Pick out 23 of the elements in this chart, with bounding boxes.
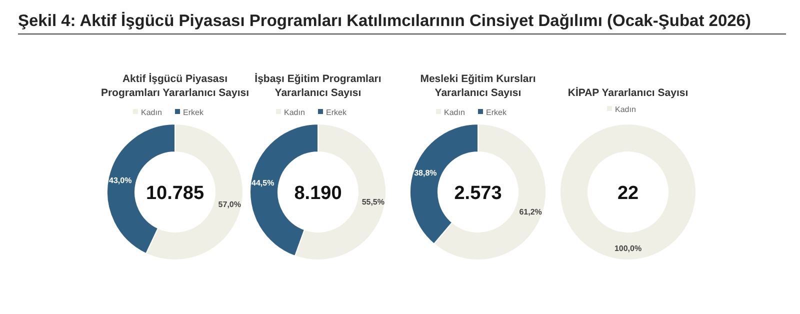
legend-label: Erkek xyxy=(326,108,348,117)
text: 22 xyxy=(617,183,639,204)
data-label: 38,8% xyxy=(414,168,437,178)
text: 8.190 xyxy=(294,183,342,204)
data-label: 55,5% xyxy=(362,198,385,207)
data-label: 61,2% xyxy=(519,207,542,216)
data-label: 100,0% xyxy=(614,244,642,253)
data-label: 43,0% xyxy=(109,176,132,185)
data-label: 44,5% xyxy=(251,178,274,188)
chart-title: İşbaşı Eğitim Programları Yararlanıcı Sayısı xyxy=(254,73,382,99)
legend-label: Kadın xyxy=(284,108,305,117)
legend-label: Kadın xyxy=(444,108,465,117)
legend-label: Kadın xyxy=(141,108,162,117)
chart-title: KİPAP Yararlanıcı Sayısı xyxy=(568,87,688,99)
chart-title: Mesleki Eğitim Kursları Yararlanıcı Sayısı xyxy=(420,73,536,99)
legend-label: Kadın xyxy=(615,105,636,114)
legend-label: Erkek xyxy=(183,108,204,117)
legend-label: Erkek xyxy=(486,108,508,117)
text: Şekil 4: Aktif İşgücü Piyasası Programları Katılımcılarının Cinsiyet Dağılımı (Ocak-Şubat 2026) xyxy=(18,11,751,30)
chart-title: Aktif İşgücü Piyasası Programları Yararlanıcı Sayısı xyxy=(100,73,250,99)
text: 2.573 xyxy=(454,183,502,204)
text: 10.785 xyxy=(146,183,204,204)
data-label: 57,0% xyxy=(218,200,241,210)
